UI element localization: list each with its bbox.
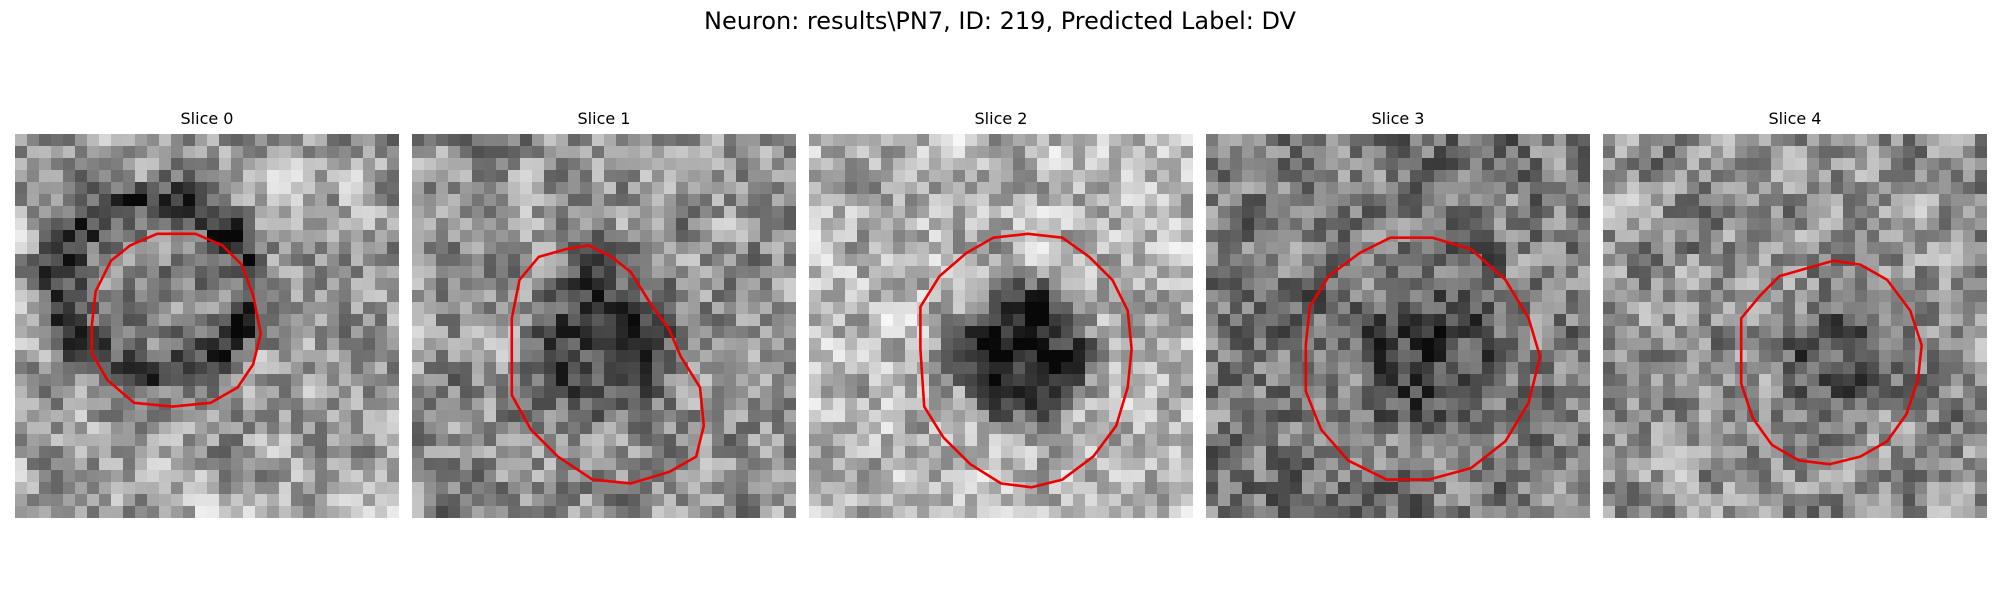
roi-contour-3: [1304, 236, 1542, 481]
slice-title-4: Slice 4: [1768, 109, 1822, 128]
roi-contour-4: [1739, 259, 1924, 466]
slice-panel-2: Slice 2: [809, 108, 1193, 518]
slice-image-0: [15, 134, 399, 518]
slice-title-1: Slice 1: [577, 109, 631, 128]
roi-contour-0: [90, 232, 263, 408]
slice-image-4: [1603, 134, 1987, 518]
slice-image-1: [412, 134, 796, 518]
slice-panel-3: Slice 3: [1206, 108, 1590, 518]
slice-panel-1: Slice 1: [412, 108, 796, 518]
roi-contour-1: [510, 244, 706, 485]
slice-panel-0: Slice 0: [15, 108, 399, 518]
slice-panel-4: Slice 4: [1603, 108, 1987, 518]
slice-image-3: [1206, 134, 1590, 518]
slice-image-2: [809, 134, 1193, 518]
figure-title: Neuron: results\PN7, ID: 219, Predicted …: [704, 7, 1296, 35]
slice-title-3: Slice 3: [1371, 109, 1425, 128]
roi-contour-2: [919, 232, 1133, 489]
slice-title-2: Slice 2: [974, 109, 1028, 128]
slice-title-0: Slice 0: [180, 109, 234, 128]
